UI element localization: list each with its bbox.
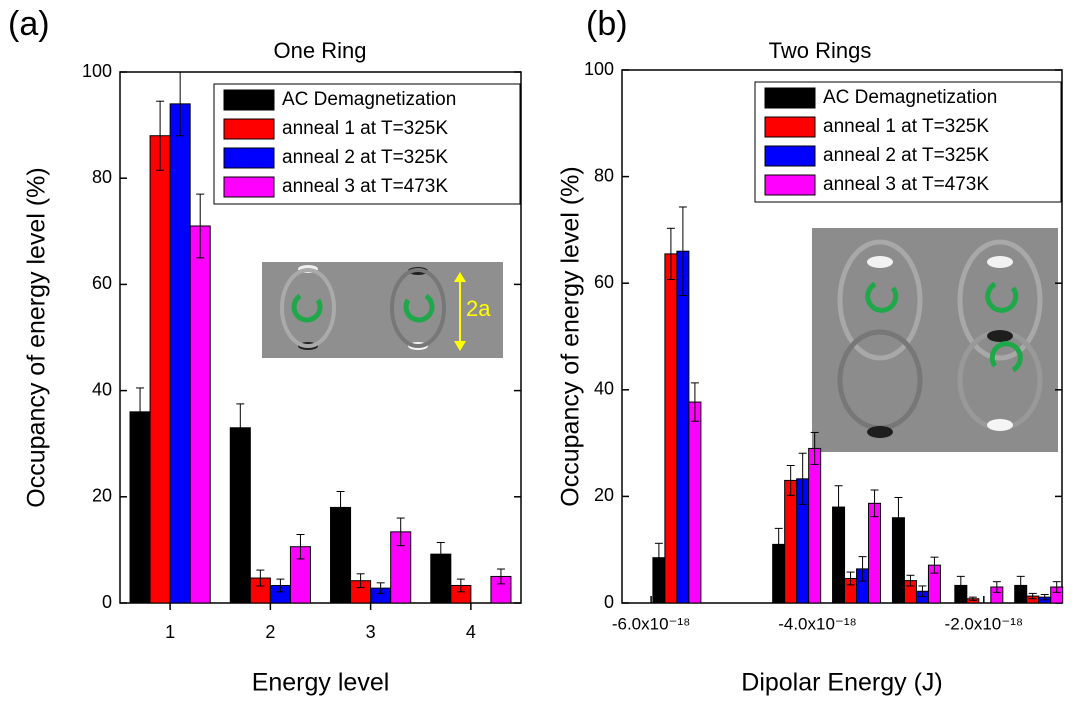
legend-label: AC Demagnetization [282,89,456,110]
legend-label: anneal 1 at T=325K [823,116,989,137]
x-tick-label: -2.0x10⁻¹⁸ [945,614,1024,633]
y-tick-label: 20 [92,486,112,506]
y-tick-label: 0 [102,592,112,612]
legend-label: anneal 2 at T=325K [823,145,989,166]
y-tick-label: 20 [594,485,614,505]
bar [130,412,150,603]
legend-label: anneal 3 at T=473K [823,174,989,195]
y-axis-label: Occupancy of energy level (%) [557,166,585,506]
legend-label: anneal 2 at T=325K [282,147,448,168]
y-axis-label: Occupancy of energy level (%) [23,167,51,507]
x-tick-label: -4.0x10⁻¹⁸ [778,614,857,633]
x-axis-label: Energy level [252,669,390,697]
x-tick-label: -6.0x10⁻¹⁸ [612,614,691,633]
chart-title: Two Rings [769,38,872,63]
legend-swatch [224,90,274,110]
bar [677,251,689,603]
y-tick-label: 60 [92,273,112,293]
y-tick-label: 40 [594,379,614,399]
legend-swatch [224,177,274,197]
legend-label: anneal 1 at T=325K [282,118,448,139]
bar [150,136,170,603]
y-tick-label: 0 [604,592,614,612]
y-tick-label: 100 [584,59,614,79]
bar [190,226,210,603]
legend-swatch [765,88,815,108]
x-tick-label: 1 [165,622,175,642]
bar [230,428,250,603]
chart-title: One Ring [274,38,367,63]
bar [785,480,797,603]
panel-label: (b) [586,5,628,43]
y-tick-label: 60 [594,272,614,292]
bar [170,104,190,603]
x-tick-label: 2 [265,622,275,642]
y-tick-label: 80 [92,167,112,187]
legend-swatch [224,148,274,168]
bar [869,503,881,603]
inset-label: 2a [466,296,491,321]
figure: (a) One Ring Energy level Occupancy of ener… [0,0,1072,704]
legend-label: AC Demagnetization [823,87,997,108]
x-tick-label: 3 [366,622,376,642]
x-axis-label: Dipolar Energy (J) [741,669,942,697]
legend-label: anneal 3 at T=473K [282,176,448,197]
x-tick-label: 4 [466,622,476,642]
y-tick-label: 100 [82,61,112,81]
bar [809,448,821,603]
y-tick-label: 40 [92,379,112,399]
legend-swatch [765,117,815,137]
bar [689,402,701,603]
legend-swatch [765,175,815,195]
inset-image-b [812,228,1058,452]
legend-swatch [765,146,815,166]
panel-label: (a) [8,5,50,43]
y-tick-label: 80 [594,165,614,185]
legend-swatch [224,119,274,139]
bar [665,254,677,603]
